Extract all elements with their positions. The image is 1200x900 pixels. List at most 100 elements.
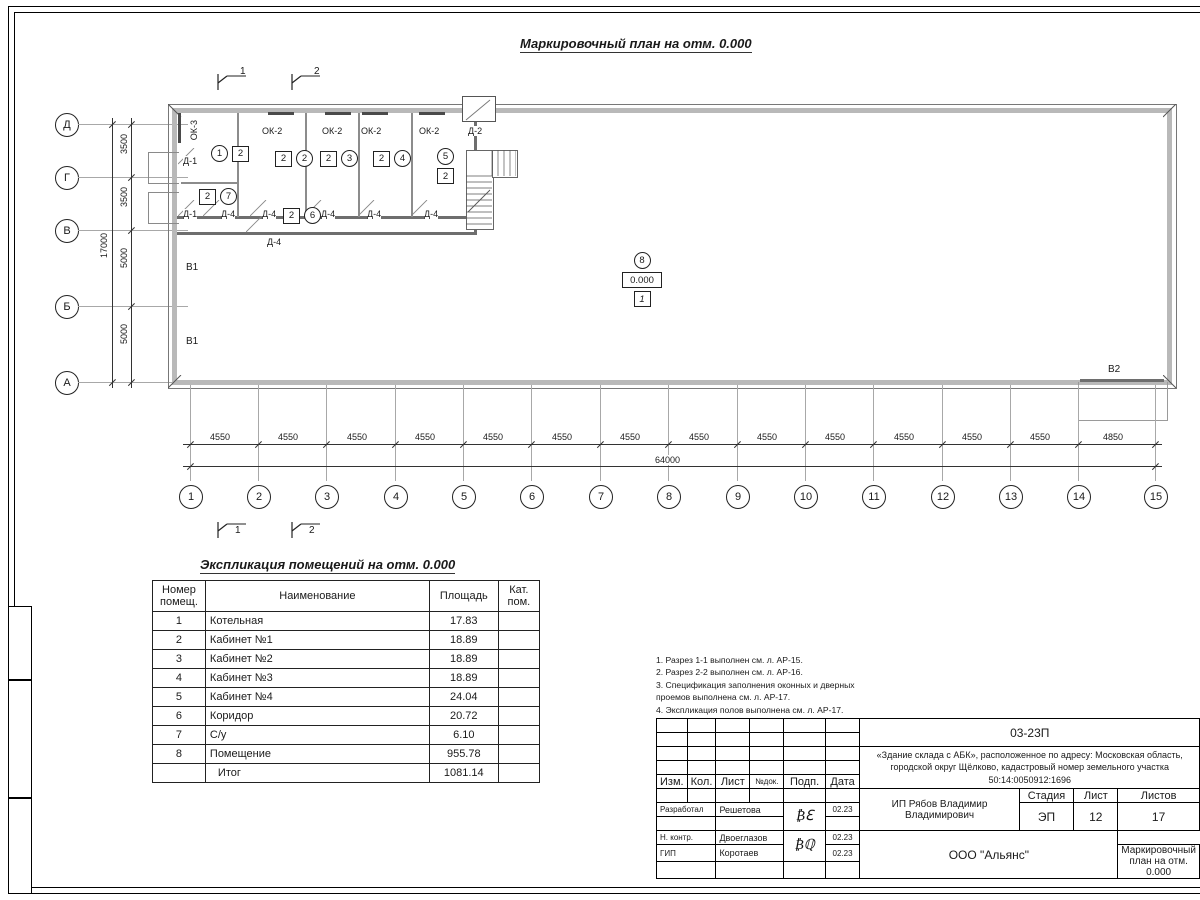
facade-offset-line-west xyxy=(168,104,169,389)
project-code: 03-23П xyxy=(859,718,1200,747)
general-notes: 1. Разрез 1-1 выполнен см. л. АР-15. 2. … xyxy=(656,654,986,716)
title-block-role-row: Разработал Решетова ₿ℇ 02.23 ЭП 12 17 xyxy=(655,802,1200,831)
cell-area: 17.83 xyxy=(428,611,499,631)
window-mark-ok2-3 xyxy=(362,112,388,115)
axis-bubble-g: Г xyxy=(55,166,79,190)
cell-name: Котельная xyxy=(204,611,430,631)
gate-label-v2: В2 xyxy=(1108,364,1121,375)
bay-dim-1: 4550 xyxy=(208,432,233,442)
role-label-2: Н. контр. xyxy=(655,830,717,845)
facade-offset-line-south xyxy=(168,388,1176,389)
cell-empty xyxy=(497,763,541,783)
grid-bubble-10: 10 xyxy=(794,485,818,509)
column-grid-4 xyxy=(395,385,396,481)
room-number-bubble: 7 xyxy=(220,188,237,205)
corner-detail-ne xyxy=(1162,103,1177,123)
office-partition-1 xyxy=(237,113,239,217)
staircase xyxy=(466,150,494,230)
axis-grid-line-b xyxy=(78,306,188,307)
elevation-value-box: 0.000 xyxy=(622,272,662,288)
cell-name: Коридор xyxy=(204,706,430,726)
room-category-box: 2 xyxy=(437,168,454,184)
table-row: 8 Помещение 955.78 xyxy=(152,744,541,764)
door-swing-d4-5 xyxy=(410,199,429,223)
cell-name: Помещение xyxy=(204,744,430,764)
cell-total-area: 1081.14 xyxy=(428,763,499,783)
door-label-d1-upper: Д-1 xyxy=(183,156,198,166)
table-row: 3 Кабинет №2 18.89 xyxy=(152,649,541,669)
sheet-border-inner xyxy=(14,12,1200,888)
facade-offset-line-east xyxy=(1176,104,1177,389)
horizontal-dim-line-total xyxy=(183,466,1162,467)
bay-dim-4: 4550 xyxy=(413,432,438,442)
vertical-dim-3500-b: 3500 xyxy=(117,187,131,208)
column-grid-7 xyxy=(600,385,601,481)
office-corridor-south-wall xyxy=(177,232,477,235)
cell-number: 6 xyxy=(152,706,206,726)
column-grid-3 xyxy=(326,385,327,481)
horizontal-dim-line-bays xyxy=(183,444,1162,445)
column-grid-8 xyxy=(668,385,669,481)
cell-name: С/у xyxy=(204,725,430,745)
gate-label-v1-upper: В1 xyxy=(186,262,199,273)
axis-grid-line-d xyxy=(78,124,188,125)
cell-number: 8 xyxy=(152,744,206,764)
column-grid-11 xyxy=(873,385,874,481)
grid-label-13: 13 xyxy=(1004,491,1018,503)
col-data: Дата xyxy=(824,774,861,789)
column-grid-1 xyxy=(190,385,191,481)
explication-table: Номер помещ. Наименование Площадь Кат. п… xyxy=(152,580,541,783)
col-kol: Кол. xyxy=(686,774,717,789)
exterior-wall-east xyxy=(1167,108,1172,385)
door-label-d4-1: Д-4 xyxy=(221,209,236,219)
cell-name: Кабинет №3 xyxy=(204,668,430,688)
room-number-bubble: 6 xyxy=(304,207,321,224)
explication-title: Экспликация помещений на отм. 0.000 xyxy=(200,557,456,574)
grid-bubble-14: 14 xyxy=(1067,485,1091,509)
cell-empty xyxy=(152,763,206,783)
room-tag-1: 1 2 xyxy=(211,145,249,162)
grid-label-10: 10 xyxy=(799,491,813,503)
column-grid-5 xyxy=(463,385,464,481)
section-mark-top-2: 2 xyxy=(290,66,324,97)
corner-detail-se xyxy=(1162,374,1177,394)
cell-category xyxy=(497,706,541,726)
table-row: 7 С/у 6.10 xyxy=(152,725,541,745)
bay-dim-5: 4550 xyxy=(481,432,506,442)
room-number-bubble: 4 xyxy=(394,150,411,167)
note-line-5: 4. Экспликация полов выполнена см. л. АР… xyxy=(656,704,844,715)
room-number-bubble: 5 xyxy=(437,148,454,165)
window-label-ok3: ОК-3 xyxy=(189,120,199,141)
elevation-marker-group: 8 0.000 1 xyxy=(622,252,662,307)
bay-dim-14: 4850 xyxy=(1101,432,1126,442)
room-category-box: 2 xyxy=(199,188,216,205)
room-tag-4: 2 4 xyxy=(373,150,411,167)
section-mark-top-1: 1 xyxy=(216,66,250,97)
col-list: Лист xyxy=(715,774,751,789)
role-name-1: Решетова xyxy=(715,802,785,817)
cell-area: 20.72 xyxy=(428,706,499,726)
table-row: 2 Кабинет №1 18.89 xyxy=(152,630,541,650)
section-mark-top-1-label: 1 xyxy=(240,66,246,77)
vertical-dim-total: 17000 xyxy=(97,233,111,259)
sheet-title: Маркировочный план на отм. 0.000 xyxy=(1117,844,1200,879)
col-header-area: Площадь xyxy=(428,580,499,612)
room-tag-6: 2 6 xyxy=(283,207,321,224)
col-header-name: Наименование xyxy=(204,580,430,612)
title-block-role-row: ГИП Коротаев 02.23 Маркировочный план на… xyxy=(655,844,1200,879)
col-header-category: Кат. пом. xyxy=(497,580,541,612)
cell-category xyxy=(497,744,541,764)
grid-label-11: 11 xyxy=(868,491,880,503)
axis-bubble-v: В xyxy=(55,219,79,243)
door-label-d4-3: Д-4 xyxy=(321,209,336,219)
grid-bubble-15: 15 xyxy=(1144,485,1168,509)
axis-bubble-d: Д xyxy=(55,113,79,137)
cell-category xyxy=(497,649,541,669)
grid-label-2: 2 xyxy=(255,491,263,503)
bay-dim-9: 4550 xyxy=(755,432,780,442)
room-number-bubble: 1 xyxy=(211,145,228,162)
door-swing-d4-2 xyxy=(249,199,268,223)
grid-bubble-8: 8 xyxy=(657,485,681,509)
door-swing-d4-4 xyxy=(357,199,376,223)
axis-bubble-b: Б xyxy=(55,295,79,319)
